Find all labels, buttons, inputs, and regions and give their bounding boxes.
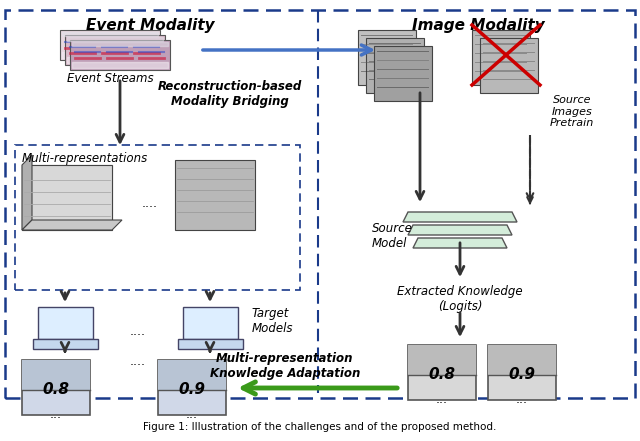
Text: Target
Models: Target Models [252,307,294,335]
Polygon shape [22,165,112,230]
FancyBboxPatch shape [22,360,90,415]
FancyBboxPatch shape [178,339,243,349]
Text: Multi-representations: Multi-representations [22,152,148,165]
Polygon shape [22,155,32,230]
Text: Figure 1: Illustration of the challenges and of the proposed method.: Figure 1: Illustration of the challenges… [143,422,497,432]
Text: ....: .... [130,355,146,368]
Text: Reconstruction-based
Modality Bridging: Reconstruction-based Modality Bridging [158,80,302,108]
Polygon shape [22,220,122,230]
Text: 0.9: 0.9 [509,367,536,382]
FancyBboxPatch shape [358,30,416,85]
FancyBboxPatch shape [366,38,424,93]
Text: ...: ... [436,393,448,406]
FancyBboxPatch shape [472,30,530,85]
Polygon shape [413,238,507,248]
Text: ...: ... [516,393,528,406]
Text: 0.8: 0.8 [42,382,70,397]
FancyBboxPatch shape [488,345,556,400]
FancyBboxPatch shape [70,40,170,70]
Text: Extracted Knowledge
(Logits): Extracted Knowledge (Logits) [397,285,523,313]
Text: ....: .... [130,325,146,338]
Text: ...: ... [50,408,62,421]
Polygon shape [403,212,517,222]
FancyBboxPatch shape [60,30,160,60]
FancyBboxPatch shape [175,160,255,230]
FancyBboxPatch shape [408,345,476,375]
FancyBboxPatch shape [480,38,538,93]
FancyBboxPatch shape [408,345,476,400]
Text: 0.9: 0.9 [179,382,205,397]
Text: Source
Images
Pretrain: Source Images Pretrain [550,95,595,128]
FancyBboxPatch shape [22,165,112,230]
FancyBboxPatch shape [33,339,98,349]
Text: ....: .... [142,197,158,210]
FancyBboxPatch shape [65,35,165,65]
Text: 0.8: 0.8 [429,367,456,382]
FancyBboxPatch shape [38,307,93,339]
FancyBboxPatch shape [22,360,90,390]
Text: Event Modality: Event Modality [86,18,214,33]
FancyBboxPatch shape [158,360,226,390]
Text: Multi-representation
Knowledge Adaptation: Multi-representation Knowledge Adaptatio… [210,352,360,380]
FancyBboxPatch shape [488,345,556,375]
Text: ...: ... [186,408,198,421]
FancyBboxPatch shape [158,360,226,415]
Polygon shape [408,225,512,235]
Text: Source
Model: Source Model [372,222,413,250]
Text: Image Modality: Image Modality [412,18,545,33]
FancyBboxPatch shape [374,46,432,101]
FancyBboxPatch shape [183,307,238,339]
Text: Event Streams: Event Streams [67,72,154,85]
